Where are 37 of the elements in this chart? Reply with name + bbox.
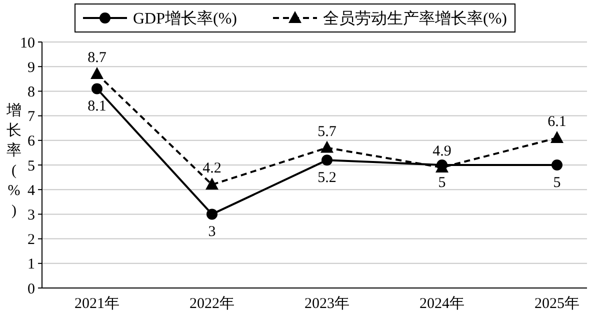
point: [206, 178, 218, 190]
point: [322, 154, 332, 166]
data-label: 8.1: [88, 98, 106, 115]
x-tick-label: 2021年: [74, 295, 120, 312]
data-label: 6.1: [548, 114, 566, 130]
y-tick-label: 5: [28, 158, 35, 174]
y-tick-label: 1: [28, 256, 35, 273]
data-label: 8.7: [88, 50, 107, 66]
y-tick-label: 9: [28, 60, 35, 76]
data-label: 4.2: [202, 160, 222, 177]
y-tick-label: 2: [28, 232, 35, 248]
data-label: 4.9: [432, 143, 452, 160]
y-tick-label: 7: [28, 109, 36, 126]
legend-label: 全员劳动生产率增长率(%): [323, 10, 507, 28]
data-label: 5: [553, 175, 561, 191]
y-tick-label: 0: [28, 281, 35, 298]
point: [320, 140, 334, 153]
point: [90, 66, 104, 79]
x-tick-label: 2025年: [534, 295, 580, 312]
y-axis-title: 增长率(%): [6, 102, 22, 219]
x-tick-label: 2024年: [420, 295, 464, 312]
y-tick-label: 8: [28, 84, 35, 100]
x-tick-label: 2023年: [304, 295, 350, 312]
legend-label: GDP增长率(%): [133, 10, 237, 28]
point: [206, 208, 218, 220]
data-label: 3: [208, 224, 216, 240]
y-tick-label: 10: [20, 35, 35, 52]
x-tick-label: 2022年: [190, 295, 234, 312]
data-label: 5: [438, 175, 446, 191]
data-label: 5.7: [318, 124, 337, 140]
y-tick-label: 6: [28, 134, 36, 150]
point: [552, 160, 562, 170]
data-label: 5.2: [318, 170, 336, 186]
y-tick-label: 3: [28, 207, 35, 224]
point: [92, 83, 102, 94]
point: [550, 130, 564, 143]
y-tick-label: 4: [28, 182, 36, 199]
